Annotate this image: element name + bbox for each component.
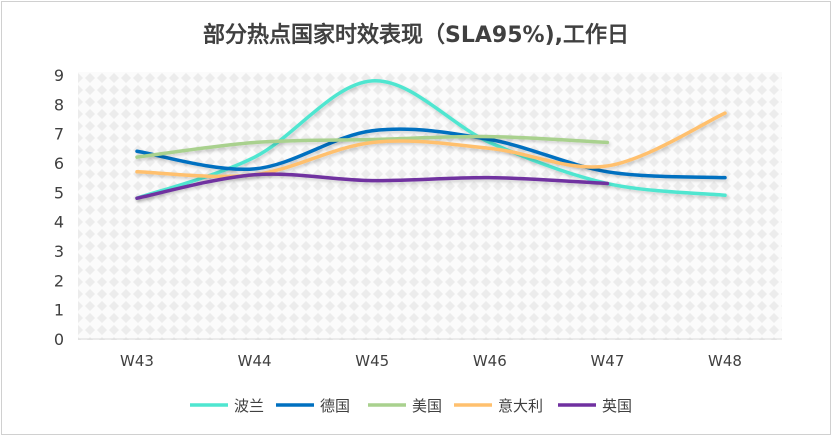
x-tick-label: W47 (590, 352, 624, 370)
x-tick-label: W46 (473, 352, 507, 370)
y-tick-label: 5 (54, 183, 64, 202)
series-line-1 (135, 127, 727, 180)
series-line-2 (135, 134, 610, 159)
y-tick-label: 6 (54, 154, 64, 173)
y-tick-label: 0 (54, 330, 64, 349)
chart-title: 部分热点国家时效表现（SLA95%),工作日 (203, 22, 629, 48)
x-tick-label: W44 (238, 352, 272, 370)
plot-area (78, 72, 782, 340)
y-tick-label: 7 (54, 125, 64, 144)
y-tick-label: 9 (54, 66, 64, 85)
legend-label: 意大利 (498, 397, 543, 415)
series-line-4 (135, 172, 610, 200)
legend-label: 美国 (412, 397, 442, 415)
y-tick-label: 3 (54, 242, 64, 261)
x-tick-label: W43 (120, 352, 154, 370)
y-tick-label: 1 (54, 301, 64, 320)
y-tick-label: 4 (54, 213, 64, 232)
legend-label: 英国 (602, 397, 632, 415)
series-line-0 (135, 79, 727, 200)
y-tick-label: 8 (54, 95, 64, 114)
x-tick-label: W48 (708, 352, 742, 370)
legend-label: 波兰 (234, 397, 264, 415)
x-tick-label: W45 (355, 352, 389, 370)
legend-label: 德国 (320, 397, 350, 415)
y-tick-label: 2 (54, 271, 64, 290)
